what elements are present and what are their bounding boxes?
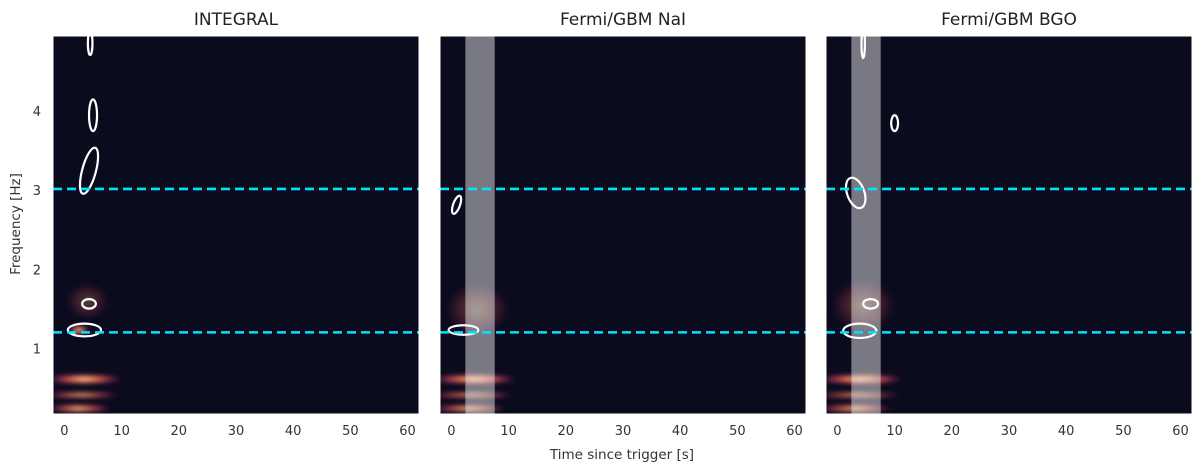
power-feature [64, 281, 111, 322]
y-tick-label: 2 [33, 263, 41, 278]
x-tick-label: 10 [886, 424, 903, 439]
power-feature [440, 391, 518, 399]
x-tick-label: 50 [342, 424, 359, 439]
x-axis-label: Time since trigger [s] [549, 447, 694, 463]
power-feature [440, 373, 521, 385]
x-tick-label: 50 [1115, 424, 1132, 439]
panel-2: Fermi/GBM NaI 0 10 20 30 40 50 60 [439, 10, 807, 439]
x-tick-label: 0 [60, 424, 68, 439]
power-feature [53, 391, 122, 399]
power-feature [826, 391, 904, 399]
x-tick-label: 40 [285, 424, 302, 439]
x-tick-label: 0 [833, 424, 841, 439]
x-tick-label: 60 [786, 424, 803, 439]
x-tick-label: 50 [729, 424, 746, 439]
y-tick-label: 4 [33, 105, 41, 120]
plot-frame [825, 35, 1193, 415]
x-tick-label: 20 [944, 424, 961, 439]
y-axis-label: Frequency [Hz] [8, 173, 24, 275]
contour [862, 297, 880, 310]
shaded-band [465, 36, 495, 414]
x-tick-label: 20 [558, 424, 575, 439]
power-feature [826, 373, 907, 385]
x-tick-label: 0 [447, 424, 455, 439]
x-tick-label: 60 [399, 424, 416, 439]
contour [842, 322, 878, 340]
x-tick-label: 40 [1058, 424, 1075, 439]
x-tick-label: 60 [1172, 424, 1189, 439]
contour [86, 36, 94, 57]
power-feature [440, 403, 509, 414]
contour [66, 322, 103, 338]
contour [890, 114, 900, 133]
contour [87, 98, 99, 133]
contour [450, 194, 463, 215]
power-feature [53, 373, 125, 385]
panel-title: Fermi/GBM BGO [941, 10, 1077, 30]
x-tick-label: 30 [228, 424, 245, 439]
x-tick-label: 10 [113, 424, 130, 439]
y-tick-label: 1 [33, 343, 41, 358]
panel-title: Fermi/GBM NaI [560, 10, 686, 30]
contour [860, 36, 866, 60]
contour [447, 324, 480, 336]
x-tick-label: 30 [615, 424, 632, 439]
power-feature [826, 403, 895, 414]
plot-area [826, 36, 1192, 414]
plot-area [53, 36, 419, 414]
contour [81, 297, 97, 310]
power-feature [53, 403, 114, 414]
y-tick-label: 3 [33, 184, 41, 199]
panel-3: Fermi/GBM BGO 0 10 20 30 40 50 60 [825, 10, 1193, 439]
x-tick-label: 20 [171, 424, 188, 439]
x-tick-label: 40 [672, 424, 689, 439]
panel-title: INTEGRAL [194, 10, 279, 30]
contour [78, 146, 100, 195]
contour [844, 176, 867, 210]
x-tick-label: 30 [1001, 424, 1018, 439]
power-feature [442, 281, 512, 338]
plot-area [440, 36, 806, 414]
plot-frame [52, 35, 420, 415]
shaded-band [851, 36, 881, 414]
plot-frame [439, 35, 807, 415]
x-tick-label: 10 [500, 424, 517, 439]
panel-1: INTEGRAL 0 10 20 30 40 50 60 1 2 3 4 [33, 10, 420, 439]
